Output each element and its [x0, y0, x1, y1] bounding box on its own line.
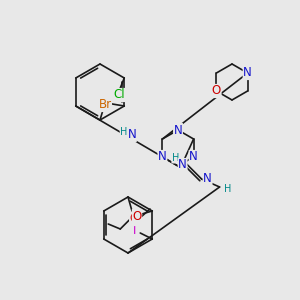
Text: Br: Br — [98, 98, 112, 112]
Text: N: N — [158, 151, 167, 164]
Text: N: N — [189, 151, 198, 164]
Text: N: N — [203, 172, 212, 184]
Text: N: N — [243, 67, 252, 80]
Text: O: O — [130, 212, 139, 226]
Text: O: O — [132, 209, 142, 223]
Text: N: N — [178, 158, 187, 172]
Text: H: H — [120, 127, 128, 137]
Text: H: H — [224, 184, 231, 194]
Text: H: H — [172, 153, 179, 163]
Text: N: N — [128, 128, 136, 142]
Text: O: O — [212, 85, 221, 98]
Text: I: I — [133, 224, 136, 236]
Text: Cl: Cl — [113, 88, 125, 101]
Text: N: N — [174, 124, 182, 136]
